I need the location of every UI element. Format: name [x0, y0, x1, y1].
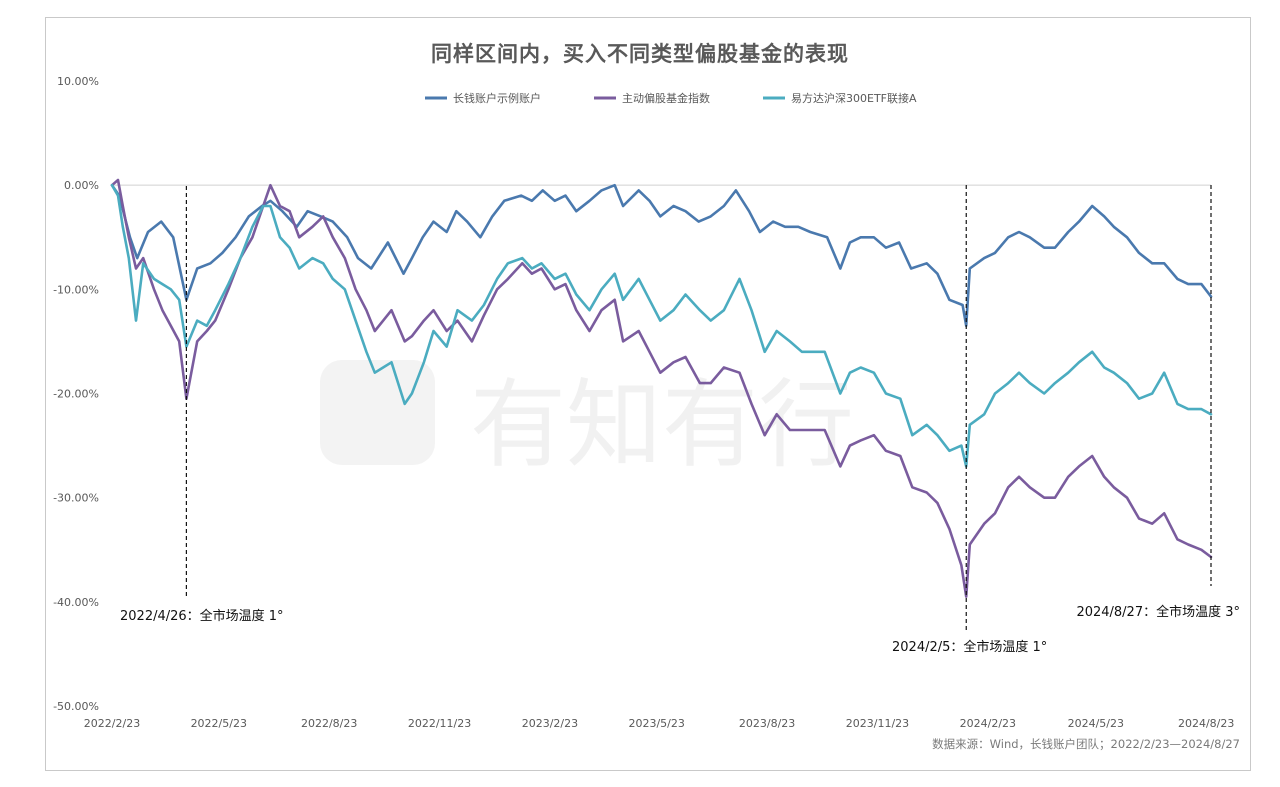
- y-axis: 10.00% 0.00% -10.00% -20.00% -30.00% -40.00% -…: [53, 75, 99, 713]
- x-tick-label: 2022/5/23: [191, 717, 247, 730]
- y-tick-label: -10.00%: [53, 283, 99, 296]
- series-line-3: [110, 183, 1213, 468]
- chart-title: 同样区间内，买入不同类型偏股基金的表现: [431, 42, 849, 66]
- y-tick-label: -20.00%: [53, 388, 99, 401]
- x-tick-label: 2024/2/23: [960, 717, 1016, 730]
- watermark: 有知有行: [320, 360, 854, 481]
- source-note: 数据来源：Wind，长钱账户团队；2022/2/23—2024/8/27: [932, 737, 1240, 751]
- y-tick-label: -30.00%: [53, 492, 99, 505]
- series-group: [110, 178, 1213, 598]
- x-tick-label: 2022/8/23: [301, 717, 357, 730]
- annotation-label: 2024/2/5：全市场温度 1°: [892, 639, 1047, 655]
- series-line-2: [110, 178, 1213, 598]
- y-tick-label: 10.00%: [57, 75, 99, 88]
- series-line-1: [110, 183, 1213, 328]
- x-tick-label: 2023/11/23: [846, 717, 909, 730]
- annotation-label: 2024/8/27：全市场温度 3°: [1076, 604, 1240, 620]
- y-tick-label: -50.00%: [53, 700, 99, 713]
- legend-label: 主动偏股基金指数: [622, 91, 710, 105]
- legend-label: 易方达沪深300ETF联接A: [791, 91, 917, 105]
- x-tick-label: 2024/8/23: [1178, 717, 1234, 730]
- x-tick-label: 2024/5/23: [1068, 717, 1124, 730]
- y-tick-label: 0.00%: [64, 179, 99, 192]
- x-tick-label: 2023/2/23: [522, 717, 578, 730]
- annotation-label: 2022/4/26：全市场温度 1°: [120, 608, 284, 624]
- legend-label: 长钱账户示例账户: [453, 91, 541, 105]
- legend: 长钱账户示例账户 主动偏股基金指数 易方达沪深300ETF联接A: [425, 91, 917, 105]
- x-tick-label: 2023/5/23: [628, 717, 684, 730]
- annotations: 2022/4/26：全市场温度 1° 2024/2/5：全市场温度 1° 2024/…: [120, 185, 1240, 655]
- chart-frame: [45, 17, 1251, 771]
- watermark-logo: [320, 360, 435, 465]
- watermark-text: 有知有行: [470, 369, 854, 481]
- x-tick-label: 2023/8/23: [739, 717, 795, 730]
- x-axis: 2022/2/23 2022/5/23 2022/8/23 2022/11/23 202…: [84, 717, 1235, 730]
- x-tick-label: 2022/2/23: [84, 717, 140, 730]
- y-tick-label: -40.00%: [53, 596, 99, 609]
- x-tick-label: 2022/11/23: [408, 717, 471, 730]
